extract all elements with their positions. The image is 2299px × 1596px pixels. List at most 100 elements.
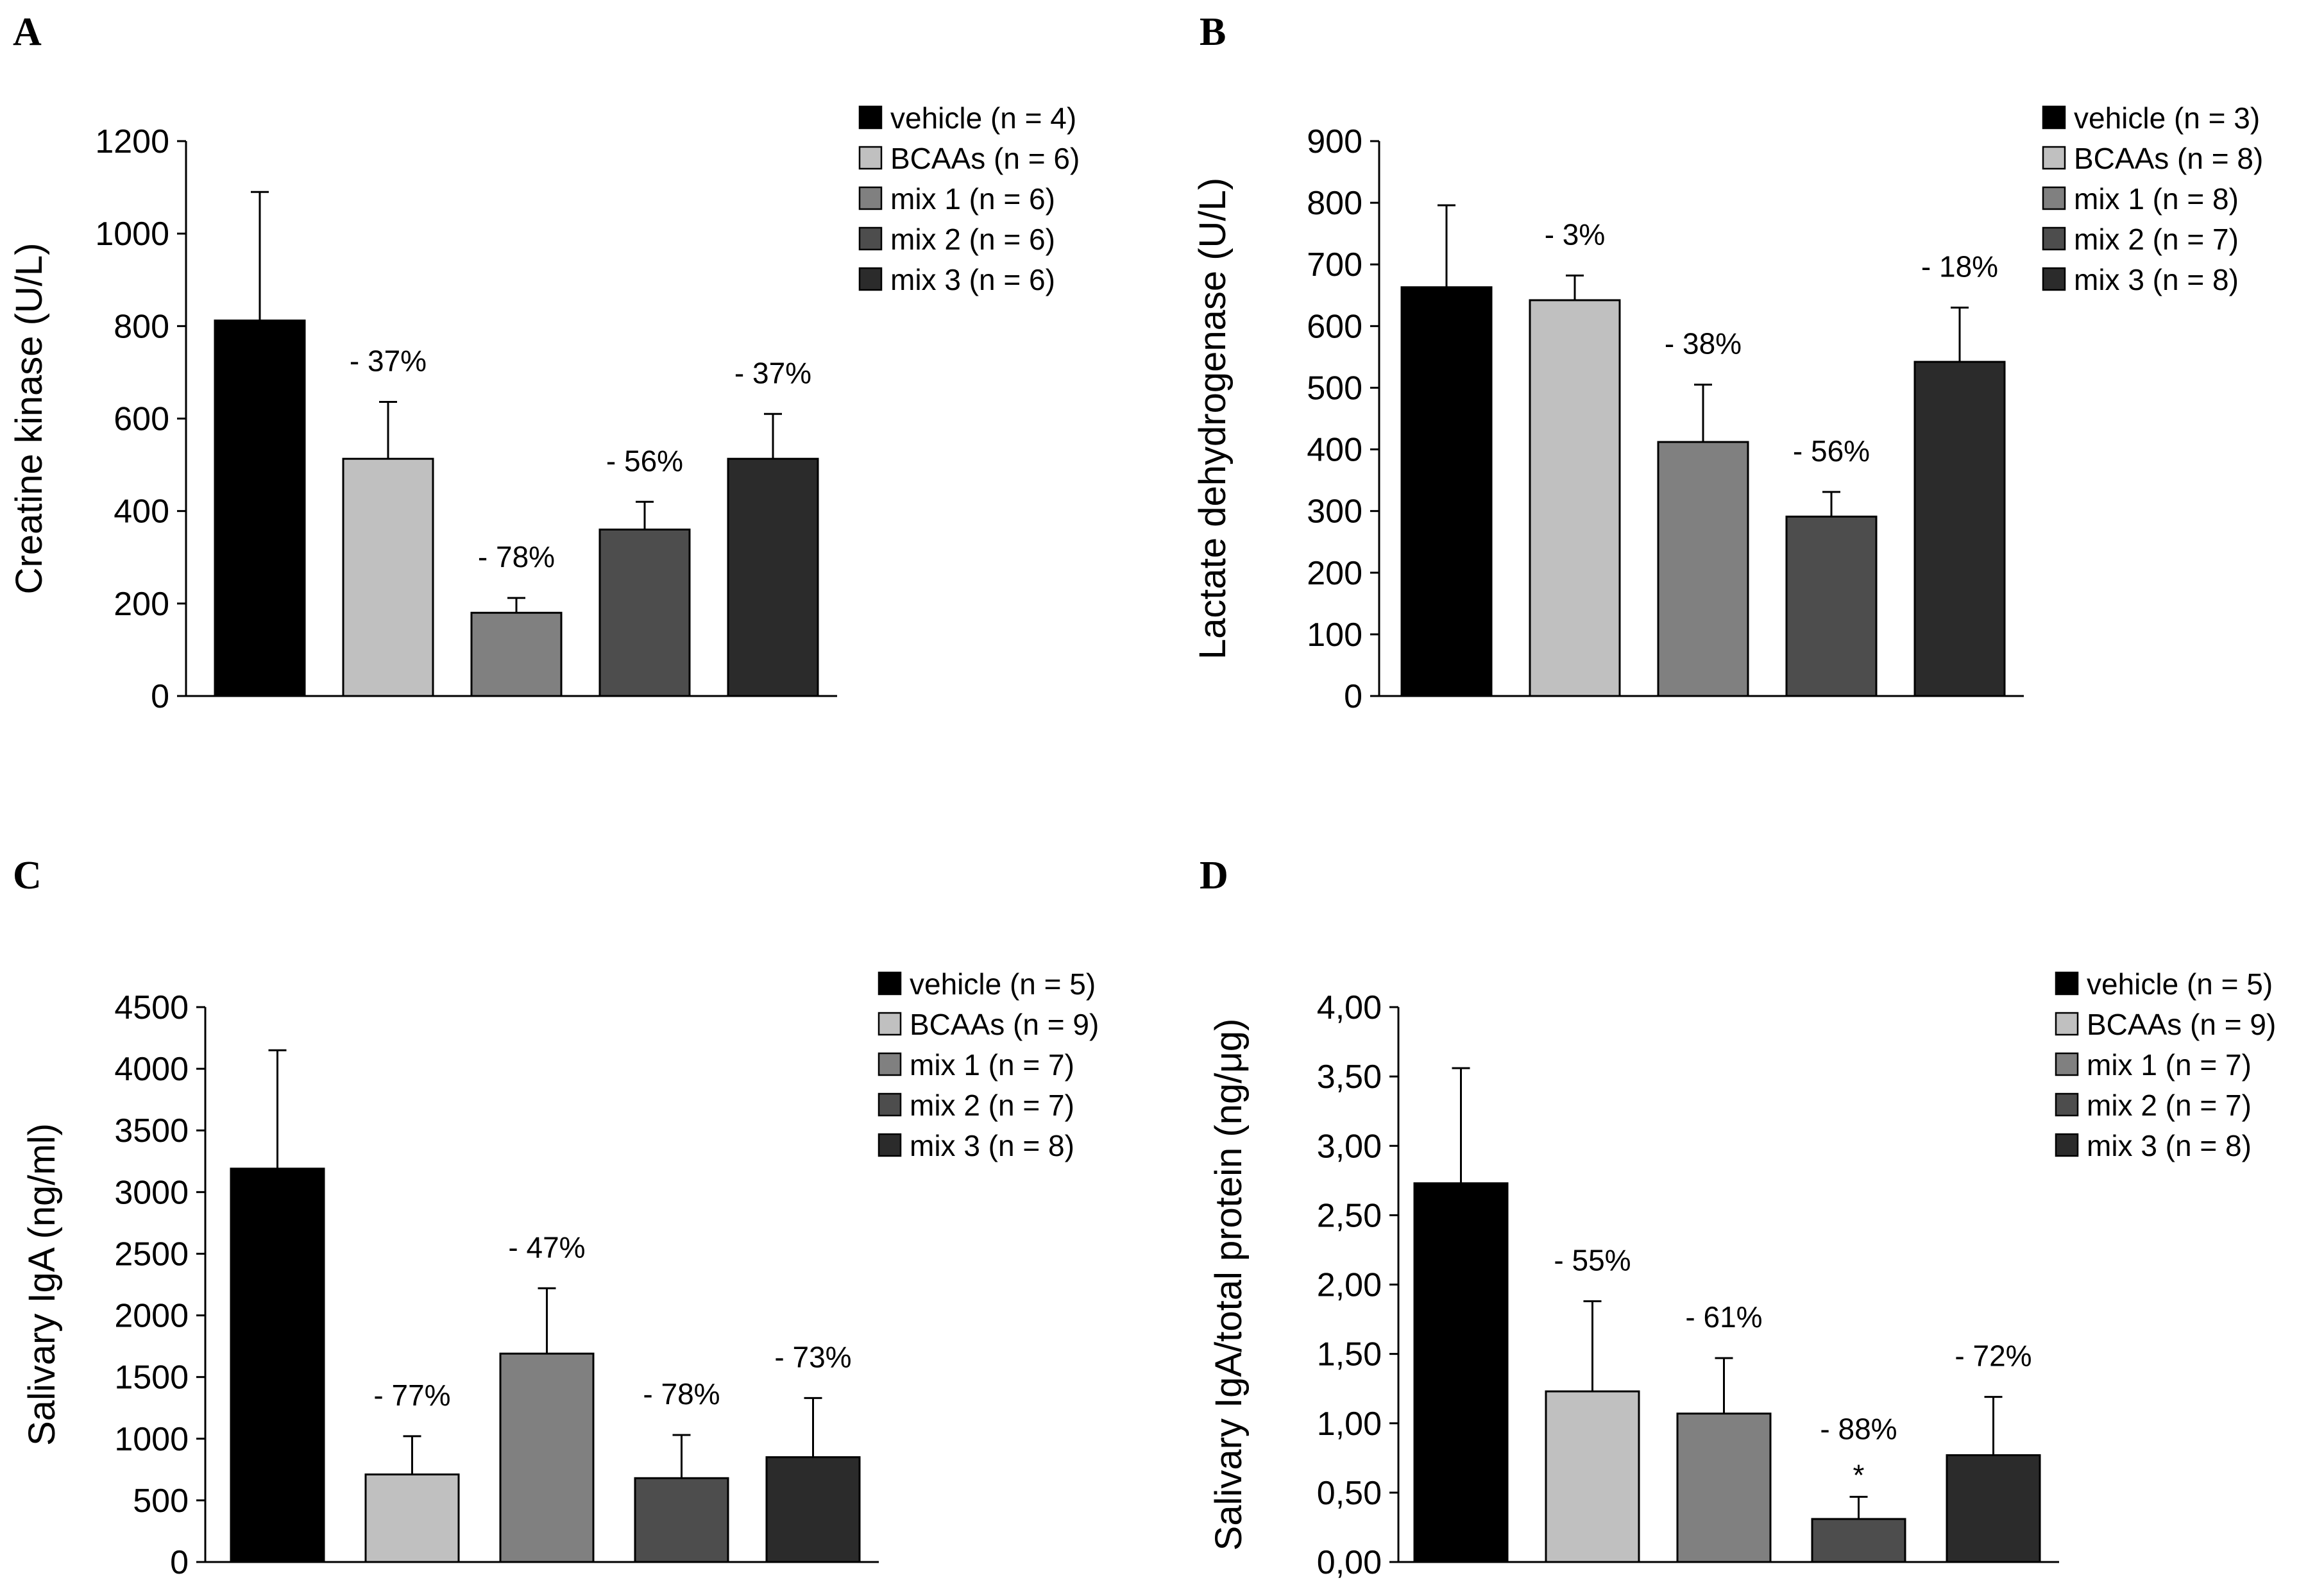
legend-label: vehicle (n = 5): [2087, 967, 2273, 1001]
legend-swatch-mix3: [878, 1133, 902, 1157]
bar-mix1: [1676, 1413, 1772, 1563]
y-tick-label: 0,00: [1317, 1544, 1382, 1581]
panel-b: B 0 100 200 300 400 500 600 700 800 900 Lactate deh…: [1192, 10, 2263, 715]
bar-mix3: [765, 1456, 861, 1563]
y-axis-title: Salivary IgA/total protein (ng/μg): [1208, 1019, 1250, 1551]
legend-swatch-bcaas: [2042, 146, 2066, 170]
bar-mix2: [1811, 1518, 1906, 1563]
panel-letter: B: [1200, 10, 1226, 54]
legend-label: mix 1 (n = 8): [2074, 182, 2239, 216]
legend-label: mix 3 (n = 8): [2074, 263, 2239, 296]
legend-swatch-mix2: [858, 226, 883, 251]
y-tick-label: 700: [1307, 246, 1362, 284]
legend-swatch-mix2: [878, 1092, 902, 1117]
percent-change-label: - 56%: [606, 444, 683, 477]
y-tick-label: 0: [151, 678, 169, 715]
legend-label: vehicle (n = 4): [890, 101, 1076, 135]
y-tick-label: 200: [1307, 555, 1362, 592]
y-tick-label: 800: [114, 308, 169, 345]
y-tick-label: 2,00: [1317, 1267, 1382, 1304]
bar-mix1: [470, 611, 563, 697]
legend-label: vehicle (n = 5): [910, 967, 1096, 1001]
legend-swatch-vehicle: [2055, 971, 2079, 996]
y-tick-label: 3500: [114, 1112, 189, 1150]
legend-label: mix 1 (n = 7): [2087, 1048, 2252, 1082]
y-tick-label: 4000: [114, 1051, 189, 1088]
y-tick-label: 1200: [95, 123, 169, 160]
legend-swatch-mix3: [2055, 1133, 2079, 1157]
bar-bcaas: [342, 457, 434, 697]
legend-swatch-mix1: [878, 1052, 902, 1076]
bar-bcaas: [364, 1473, 460, 1563]
percent-change-label: - 3%: [1545, 218, 1606, 251]
percent-change-label: - 37%: [350, 344, 427, 378]
y-tick-label: 200: [114, 586, 169, 623]
y-axis-title: Creatine kinase (U/L): [8, 243, 50, 595]
bar-bcaas: [1529, 299, 1621, 697]
panel-letter: C: [13, 854, 42, 897]
legend-swatch-bcaas: [858, 146, 883, 170]
legend-swatch-vehicle: [878, 971, 902, 996]
y-tick-label: 4,00: [1317, 989, 1382, 1026]
legend-label: mix 1 (n = 7): [910, 1048, 1074, 1082]
legend-label: BCAAs (n = 9): [910, 1008, 1099, 1041]
legend-label: mix 3 (n = 6): [890, 263, 1055, 296]
percent-change-label: - 55%: [1554, 1243, 1631, 1277]
y-tick-label: 3,50: [1317, 1058, 1382, 1096]
bar-mix2: [634, 1477, 729, 1563]
percent-change-label: - 72%: [1955, 1339, 2032, 1373]
bar-mix2: [598, 529, 691, 697]
y-tick-label: 1000: [114, 1421, 189, 1458]
y-tick-label: 3000: [114, 1174, 189, 1211]
legend-label: BCAAs (n = 9): [2087, 1008, 2276, 1041]
y-tick-label: 0,50: [1317, 1475, 1382, 1512]
bar-mix3: [1913, 361, 2006, 697]
bar-mix3: [1946, 1454, 2041, 1563]
bar-vehicle: [1400, 286, 1493, 697]
legend-swatch-mix3: [2042, 267, 2066, 291]
significance-mark: *: [1853, 1458, 1865, 1491]
bar-bcaas: [1545, 1390, 1640, 1563]
legend-label: vehicle (n = 3): [2074, 101, 2260, 135]
y-tick-label: 1000: [95, 216, 169, 253]
y-tick-label: 2000: [114, 1298, 189, 1335]
y-tick-label: 4500: [114, 989, 189, 1026]
percent-change-label: - 47%: [508, 1230, 585, 1264]
legend-swatch-vehicle: [858, 105, 883, 130]
percent-change-label: - 56%: [1793, 434, 1870, 468]
y-tick-label: 300: [1307, 493, 1362, 531]
legend-swatch-vehicle: [2042, 105, 2066, 130]
percent-change-label: - 38%: [1665, 327, 1742, 361]
bar-mix1: [1657, 441, 1749, 697]
legend-label: mix 2 (n = 7): [2087, 1089, 2252, 1122]
bar-vehicle: [230, 1167, 325, 1563]
legend-swatch-mix2: [2042, 226, 2066, 251]
legend-label: mix 2 (n = 7): [2074, 223, 2239, 256]
bar-mix1: [499, 1352, 595, 1563]
legend-swatch-mix1: [858, 186, 883, 210]
percent-change-label: - 78%: [643, 1377, 720, 1411]
legend-swatch-bcaas: [2055, 1012, 2079, 1036]
legend-label: mix 3 (n = 8): [910, 1129, 1074, 1162]
y-tick-label: 2,50: [1317, 1197, 1382, 1234]
percent-change-label: - 18%: [1921, 250, 1998, 284]
legend-label: mix 1 (n = 6): [890, 182, 1055, 216]
y-tick-label: 500: [1307, 369, 1362, 407]
y-tick-label: 1,50: [1317, 1336, 1382, 1373]
bar-vehicle: [1413, 1182, 1509, 1563]
bar-vehicle: [214, 319, 306, 697]
percent-change-label: - 88%: [1820, 1412, 1897, 1445]
panel-letter: A: [13, 10, 42, 54]
legend-swatch-mix1: [2055, 1052, 2079, 1076]
legend-swatch-mix3: [858, 267, 883, 291]
percent-change-label: - 73%: [774, 1340, 851, 1373]
y-tick-label: 800: [1307, 185, 1362, 222]
y-tick-label: 0: [1344, 678, 1362, 715]
y-axis-title: Salivary IgA (ng/ml): [21, 1123, 63, 1446]
y-tick-label: 400: [114, 493, 169, 531]
y-tick-label: 600: [1307, 308, 1362, 345]
percent-change-label: - 61%: [1685, 1300, 1762, 1334]
y-tick-label: 0: [170, 1544, 189, 1581]
y-tick-label: 1500: [114, 1359, 189, 1396]
